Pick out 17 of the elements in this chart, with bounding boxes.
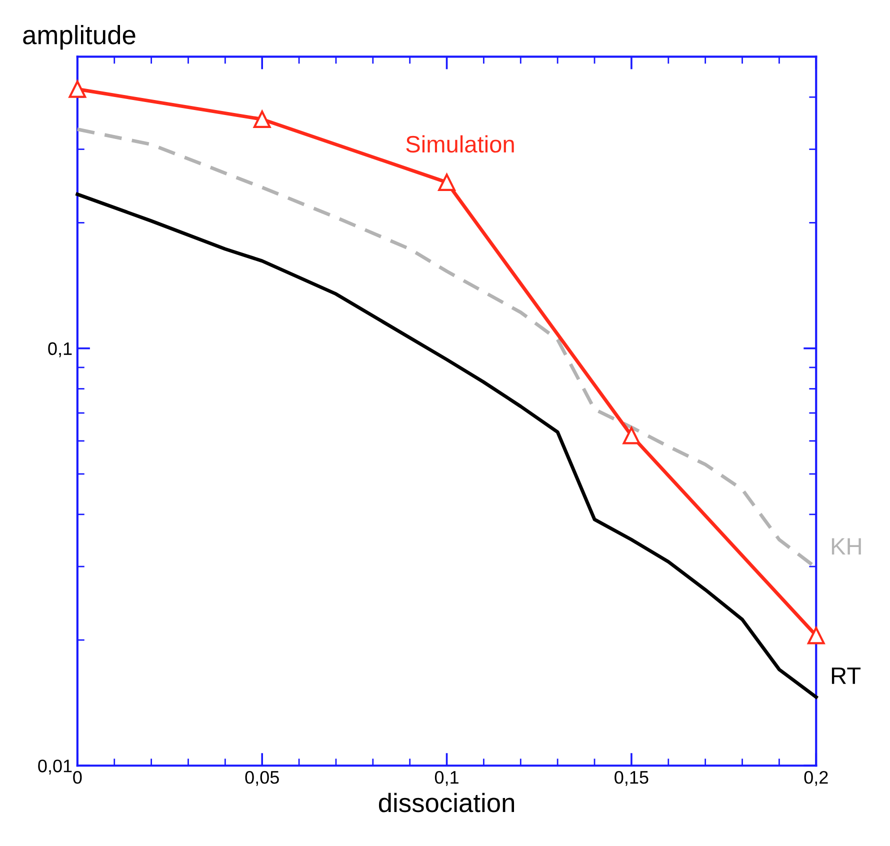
point bbox=[68, 80, 86, 98]
x-axis-title: dissociation bbox=[378, 792, 514, 812]
series-label: RT bbox=[832, 668, 861, 684]
line-series bbox=[76, 192, 818, 699]
x-tick-label: 0,05 bbox=[245, 770, 279, 786]
y-tick-label: 0,01 bbox=[38, 760, 72, 774]
point bbox=[438, 174, 456, 191]
point bbox=[807, 626, 825, 644]
x-tick-label: 0,2 bbox=[804, 770, 828, 786]
series-label: Simulation bbox=[406, 135, 514, 153]
x-tick-label: 0,1 bbox=[434, 770, 458, 786]
y-axis-title: amplitude bbox=[23, 24, 136, 50]
point bbox=[622, 426, 640, 444]
point bbox=[253, 110, 271, 128]
x-tick-label: 0 bbox=[73, 770, 82, 784]
x-tick-label: 0,15 bbox=[614, 770, 648, 786]
series-label: KH bbox=[832, 538, 861, 555]
